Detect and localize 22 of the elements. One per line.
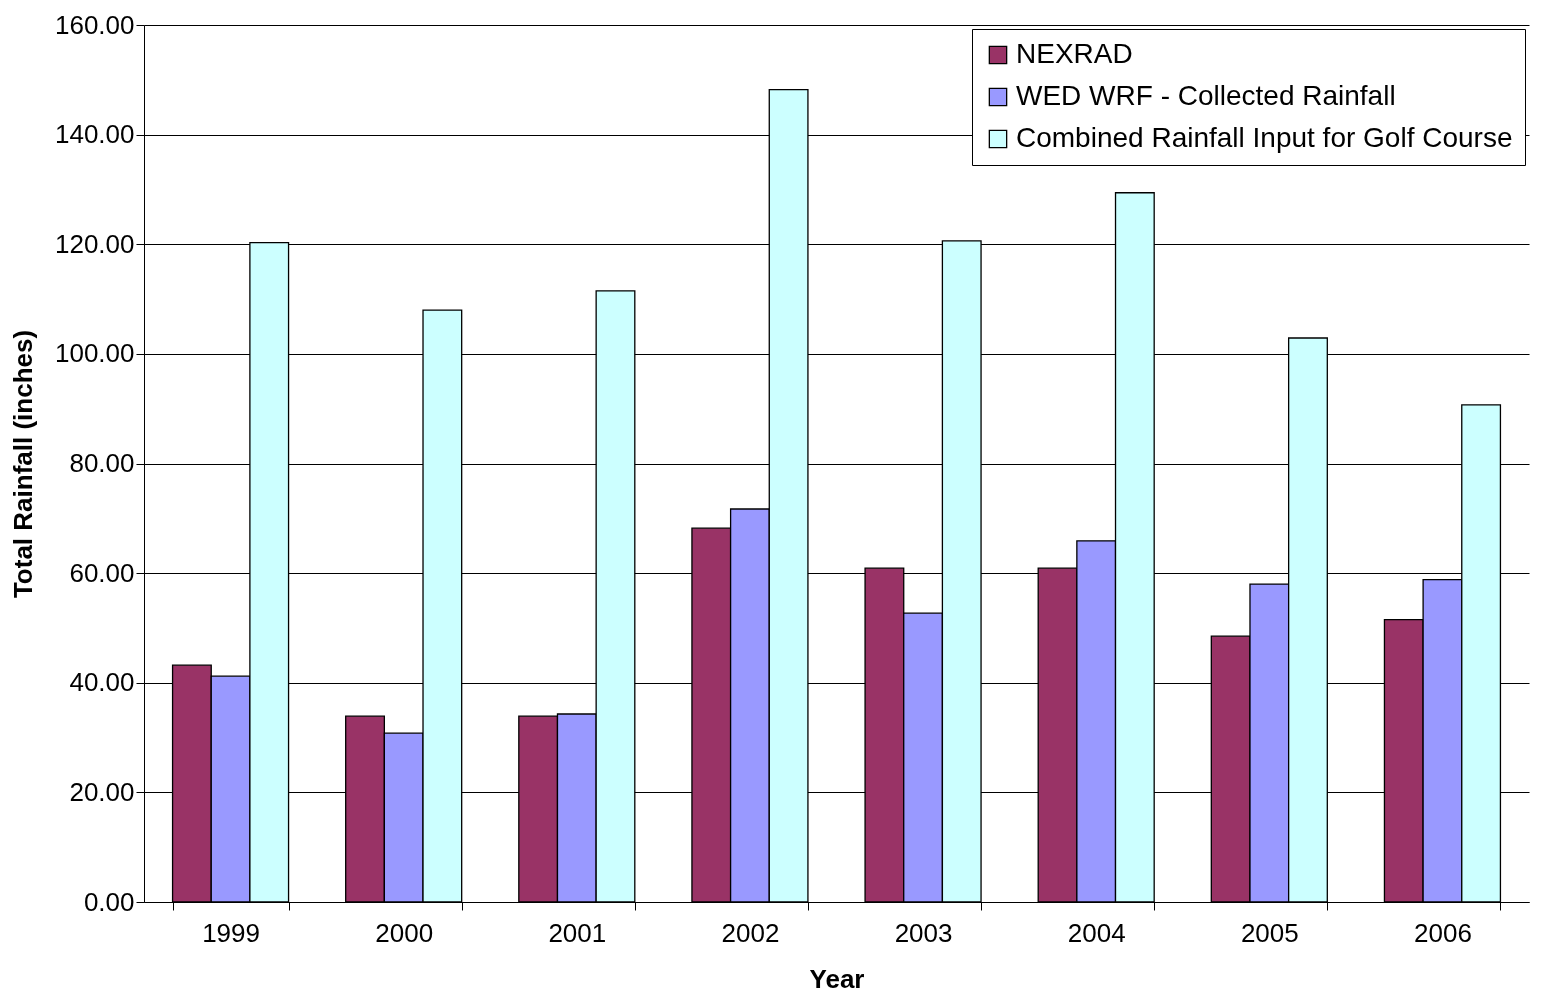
- x-tick-label: 2004: [1067, 917, 1126, 948]
- y-tick-label: 40.00: [69, 667, 135, 698]
- legend-label: WED WRF - Collected Rainfall: [1016, 80, 1396, 111]
- legend-label: NEXRAD: [1016, 38, 1133, 69]
- y-tick-label: 100.00: [54, 338, 135, 369]
- x-tick-label: 2002: [721, 917, 780, 948]
- x-tick-label: 2001: [548, 917, 607, 948]
- y-tick-label: 0.00: [83, 886, 135, 917]
- x-tick-label: 2000: [375, 917, 434, 948]
- y-tick-label: 80.00: [69, 448, 135, 478]
- y-tick-label: 160.00: [54, 9, 135, 40]
- x-axis-title: Year: [809, 963, 865, 994]
- y-tick-label: 140.00: [54, 119, 135, 150]
- x-tick-label: 2005: [1240, 917, 1299, 948]
- y-tick-label: 60.00: [69, 557, 135, 588]
- y-tick-label: 20.00: [69, 776, 135, 807]
- y-axis-title: Total Rainfall (inches): [7, 329, 38, 599]
- y-tick-label: 120.00: [54, 228, 135, 259]
- legend-label: Combined Rainfall Input for Golf Course: [1016, 122, 1513, 153]
- x-tick-label: 1999: [202, 917, 260, 948]
- x-tick-label: 2006: [1414, 917, 1472, 948]
- x-tick-label: 2003: [894, 917, 953, 948]
